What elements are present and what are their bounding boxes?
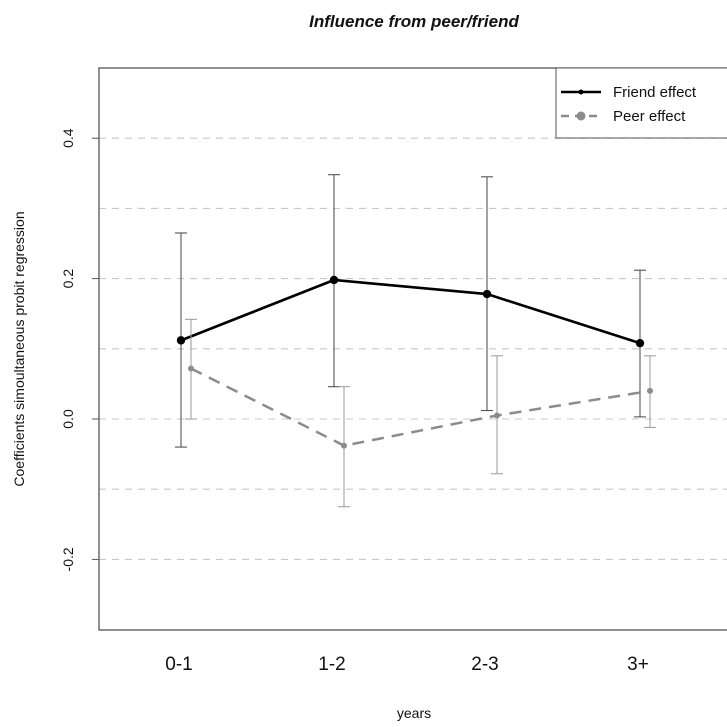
y-tick-label: 0.2 (60, 269, 76, 289)
data-point (647, 387, 653, 394)
x-axis-label: years (397, 705, 431, 721)
legend-swatch-marker (578, 89, 584, 95)
y-axis-ticks: -0.2 0.0 0.2 0.4 (60, 128, 99, 571)
x-tick-label: 1-2 (318, 654, 345, 675)
series-line (190, 367, 651, 447)
data-point (494, 412, 500, 419)
data-point (482, 289, 492, 299)
x-tick-label: 3+ (627, 654, 649, 675)
y-tick-label: -0.2 (60, 547, 76, 571)
data-point (176, 336, 186, 345)
series-line (180, 278, 641, 345)
x-axis-ticks: 0-1 1-2 2-3 3+ (165, 654, 649, 675)
y-tick-label: 0.0 (60, 409, 76, 429)
data-point (188, 365, 194, 372)
legend: Friend effect Peer effect (555, 67, 727, 139)
x-tick-label: 2-3 (471, 654, 498, 675)
legend-box (555, 67, 727, 139)
series-layer (175, 174, 656, 508)
y-tick-label: 0.4 (60, 128, 76, 148)
data-point (329, 275, 339, 285)
series-0 (175, 174, 646, 448)
plot-frame (98, 67, 727, 631)
x-tick-label: 0-1 (165, 654, 192, 675)
data-point (635, 338, 645, 348)
grid-layer (99, 137, 727, 560)
y-axis-label: Coefficients simoultaneous probit regres… (11, 211, 27, 486)
chart-title: Influence from peer/friend (309, 12, 519, 31)
legend-label: Peer effect (613, 108, 686, 125)
series-1 (185, 318, 656, 508)
legend-swatch-marker (576, 111, 586, 121)
data-point (341, 442, 347, 449)
legend-label: Friend effect (613, 84, 697, 101)
